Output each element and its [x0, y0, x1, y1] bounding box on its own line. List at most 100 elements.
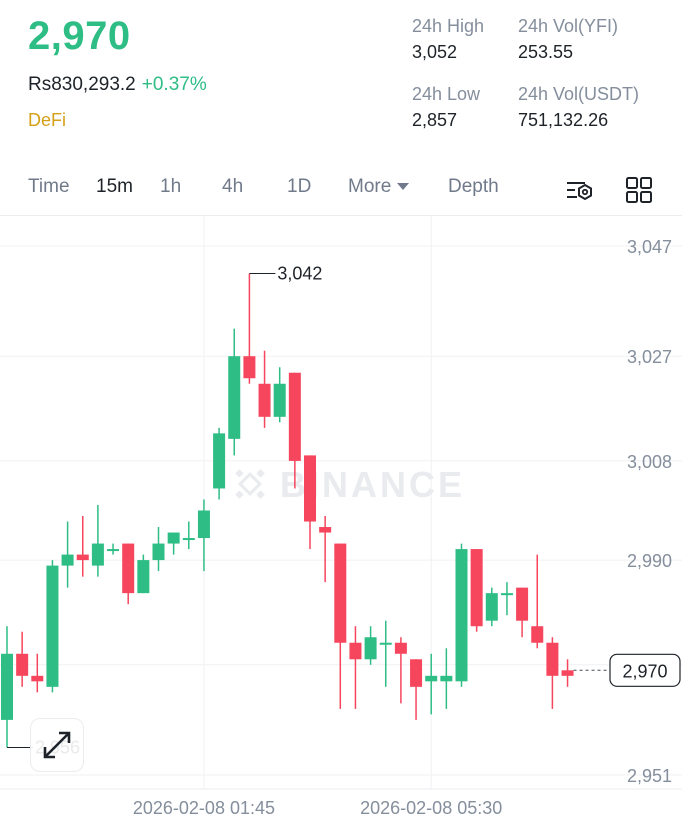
fullscreen-button[interactable] [30, 718, 84, 772]
candle-body [425, 675, 438, 682]
candle-body [546, 642, 559, 676]
candle-body [243, 356, 256, 379]
exchange-watermark: BINANCE [235, 464, 462, 505]
stat-value: 2,857 [412, 110, 458, 130]
candle [561, 659, 574, 687]
x-tick-label: 2026-02-08 05:30 [360, 798, 502, 818]
stat-label: 24h Vol(YFI) [518, 16, 619, 36]
stat-24h-vol-quote: 24h Vol(USDT) 751,132.26 [518, 84, 639, 131]
candle-body [334, 543, 347, 643]
candle [1, 626, 13, 748]
tab-more[interactable]: More [348, 176, 410, 198]
candle-body [349, 642, 362, 660]
candle [334, 543, 347, 709]
tab-depth[interactable]: Depth [448, 176, 499, 197]
candle-body [364, 637, 377, 660]
candle-body [516, 587, 529, 621]
last-price: 2,970 [28, 14, 131, 58]
candle-body [410, 659, 423, 687]
candle [182, 521, 195, 550]
tab-1d[interactable]: 1D [287, 176, 312, 197]
candle-body [394, 642, 407, 654]
candle [76, 516, 89, 577]
candle-body [273, 383, 286, 417]
candle [61, 521, 74, 588]
candle-body [228, 356, 241, 439]
expand-icon [43, 731, 71, 759]
current-price-label: 2,970 [622, 661, 667, 681]
stat-value: 253.55 [518, 42, 574, 62]
candle-body [61, 554, 74, 566]
candle-body [152, 543, 165, 561]
grid-layout-icon[interactable] [624, 175, 654, 205]
interval-tabs: Time 15m 1h 4h 1D More Depth [0, 165, 682, 211]
x-tick-label: 2026-02-08 01:45 [133, 798, 275, 818]
chart-settings-icon[interactable] [565, 175, 595, 205]
tabs-divider [0, 215, 682, 216]
candle [273, 367, 286, 423]
candle [122, 543, 135, 605]
candle [167, 532, 180, 555]
candle [91, 504, 104, 577]
candle [516, 587, 529, 638]
current-price-badge [609, 653, 681, 687]
y-tick-label: 3,008 [627, 452, 672, 472]
candle-body [561, 670, 574, 676]
candle-body [485, 593, 498, 621]
candle-body [167, 532, 180, 544]
candle-body [16, 653, 29, 676]
stat-24h-vol-base: 24h Vol(YFI) 253.55 [518, 16, 618, 63]
tab-1h[interactable]: 1h [160, 176, 182, 197]
candle [16, 631, 29, 687]
tab-15m[interactable]: 15m [96, 176, 133, 197]
stat-label: 24h Vol(USDT) [518, 84, 640, 104]
change-percent: +0.37% [141, 74, 207, 95]
candle [500, 582, 513, 616]
candle-body [288, 372, 301, 461]
candle [258, 350, 271, 428]
candle [197, 499, 210, 572]
y-tick-label: 2,990 [627, 551, 672, 571]
ticker-header: 2,970 Rs830,293.2 +0.37% DeFi 24h High 3,… [0, 0, 682, 160]
candle-body [1, 653, 13, 720]
y-tick-label: 3,027 [627, 347, 672, 367]
candle [304, 455, 316, 550]
watermark-logo-icon [235, 469, 265, 499]
candle [31, 653, 44, 693]
chart-grid [0, 216, 682, 790]
candle [228, 328, 241, 456]
candle-body [379, 642, 392, 645]
candle [485, 587, 498, 627]
candle [243, 273, 256, 384]
stat-value: 751,132.26 [518, 110, 609, 130]
stat-value: 3,052 [412, 42, 458, 62]
candle [440, 648, 453, 709]
candles [1, 273, 574, 748]
tab-more-label: More [348, 176, 392, 197]
candle-body [500, 593, 513, 596]
candle [455, 543, 468, 687]
x-axis: 2026-02-08 01:45 2026-02-08 05:30 [133, 798, 502, 818]
candle [107, 543, 120, 555]
stat-label: 24h High [412, 16, 485, 36]
candle [319, 516, 332, 583]
candle-body [182, 538, 195, 541]
candle [394, 637, 407, 704]
candle [364, 626, 377, 665]
candle-body [91, 543, 104, 566]
category-tag[interactable]: DeFi [28, 110, 67, 130]
stat-label: 24h Low [412, 84, 481, 104]
candle [213, 427, 226, 500]
tab-time[interactable]: Time [28, 176, 70, 197]
candle-body [531, 626, 544, 643]
y-tick-label: 3,047 [627, 237, 672, 257]
stat-24h-low: 24h Low 2,857 [412, 84, 480, 131]
candle-body [46, 565, 59, 687]
tab-4h[interactable]: 4h [222, 176, 244, 197]
candle [470, 549, 483, 632]
candle-body [470, 549, 483, 627]
candle-body [304, 455, 316, 522]
candle [137, 554, 150, 594]
